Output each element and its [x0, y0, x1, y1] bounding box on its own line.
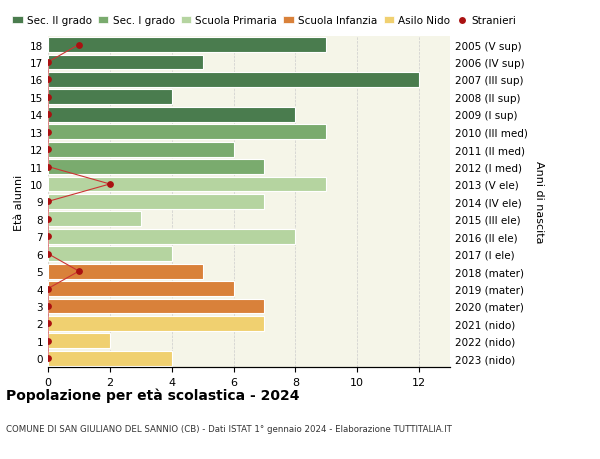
Point: [43, 146, 53, 153]
Bar: [48, 212, 141, 227]
Bar: [48, 160, 265, 174]
Text: Popolazione per età scolastica - 2024: Popolazione per età scolastica - 2024: [6, 388, 299, 403]
Bar: [48, 351, 172, 366]
Point: [43, 59, 53, 67]
Point: [74, 42, 84, 49]
Bar: [48, 142, 233, 157]
Bar: [48, 264, 203, 279]
Text: COMUNE DI SAN GIULIANO DEL SANNIO (CB) - Dati ISTAT 1° gennaio 2024 - Elaborazio: COMUNE DI SAN GIULIANO DEL SANNIO (CB) -…: [6, 425, 452, 434]
Bar: [48, 56, 203, 70]
Point: [43, 285, 53, 292]
Bar: [48, 230, 295, 244]
Y-axis label: Età alunni: Età alunni: [14, 174, 25, 230]
Bar: [48, 334, 110, 348]
Point: [43, 216, 53, 223]
Bar: [48, 247, 172, 262]
Point: [43, 198, 53, 206]
Bar: [48, 177, 326, 192]
Point: [43, 337, 53, 345]
Point: [105, 181, 115, 188]
Point: [43, 163, 53, 171]
Point: [43, 233, 53, 241]
Point: [43, 251, 53, 258]
Bar: [48, 125, 326, 140]
Bar: [48, 107, 295, 123]
Bar: [48, 281, 233, 297]
Bar: [48, 38, 326, 53]
Y-axis label: Anni di nascita: Anni di nascita: [535, 161, 544, 243]
Point: [43, 77, 53, 84]
Point: [43, 129, 53, 136]
Bar: [48, 316, 265, 331]
Point: [74, 268, 84, 275]
Point: [43, 112, 53, 119]
Bar: [48, 195, 265, 209]
Point: [43, 355, 53, 362]
Legend: Sec. II grado, Sec. I grado, Scuola Primaria, Scuola Infanzia, Asilo Nido, Stran: Sec. II grado, Sec. I grado, Scuola Prim…: [8, 12, 520, 30]
Point: [43, 94, 53, 101]
Bar: [48, 90, 172, 105]
Bar: [48, 299, 265, 313]
Point: [43, 320, 53, 327]
Bar: [48, 73, 419, 88]
Point: [43, 302, 53, 310]
